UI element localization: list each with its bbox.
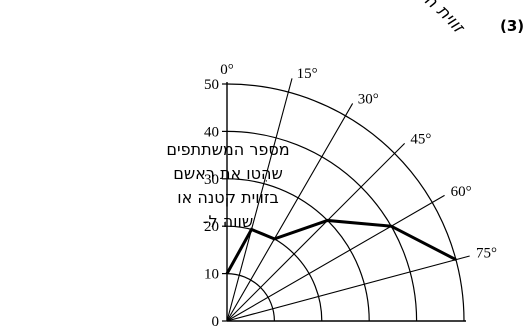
- angle-tick-label: 30°: [358, 91, 379, 107]
- radial-tick-label: 30: [204, 172, 219, 188]
- caption-line: שהִטו את ראשם: [173, 164, 283, 183]
- angle-tick-label: 0°: [220, 62, 234, 78]
- radial-tick-label: 40: [204, 124, 219, 140]
- tick-labels: 0 10 20 30 40 500° 15° 30° 45° 60° 75°: [204, 62, 497, 330]
- angle-tick-label: 60°: [451, 184, 472, 200]
- angle-tick-label: 75°: [476, 245, 497, 261]
- radial-tick-label: 50: [204, 77, 219, 93]
- angle-spoke: [226, 255, 470, 322]
- radial-tick-label: 10: [204, 267, 219, 283]
- radial-tick-label: 20: [204, 219, 219, 235]
- angle-spoke: [226, 103, 354, 322]
- angle-tick-label: 45°: [410, 132, 431, 148]
- chart-title: זווית הטיית הראש: [352, 0, 469, 38]
- angle-spokes: [226, 78, 470, 322]
- axes: [222, 82, 466, 322]
- question-number: (3): [500, 17, 525, 35]
- series-line: [225, 218, 457, 275]
- caption-line: מספר המשתתפים: [166, 140, 290, 159]
- caption-line: בזווית קטנה או: [177, 188, 279, 207]
- caption-line: שווה ל-: [202, 212, 254, 231]
- radial-tick-label: 0: [212, 314, 220, 330]
- chart-title-text: זווית הטיית הראש: [352, 0, 469, 38]
- y-axis-caption: מספר המשתתפים שהִטו את ראשם בזווית קטנה …: [146, 138, 310, 234]
- angle-spoke: [226, 142, 406, 322]
- angle-spoke: [226, 194, 445, 322]
- data-series: [225, 218, 457, 275]
- angle-spoke: [226, 78, 293, 322]
- angle-tick-label: 15°: [297, 66, 318, 82]
